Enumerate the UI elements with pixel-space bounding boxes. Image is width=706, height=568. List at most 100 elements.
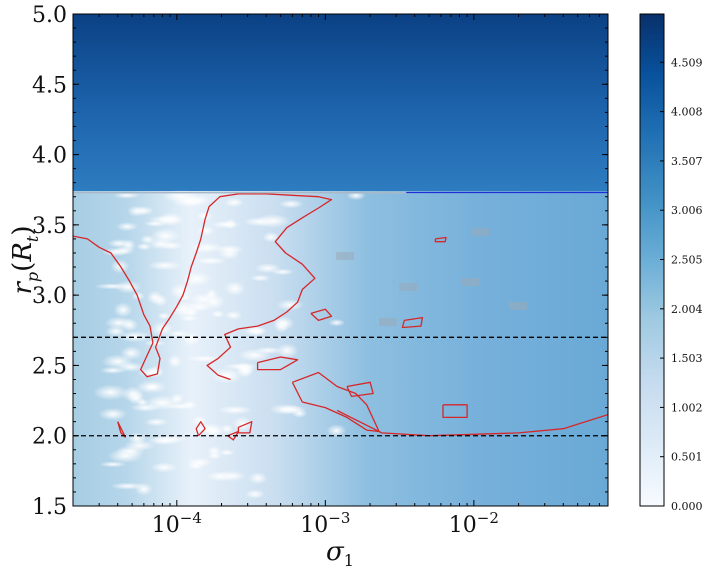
heatmap-speckle xyxy=(186,457,213,467)
heatmap-speckle xyxy=(113,246,135,256)
heatmap-speckle xyxy=(121,386,144,402)
y-tick-label: 2.0 xyxy=(32,425,67,450)
heatmap-speckle xyxy=(244,489,266,499)
colorbar-tick-label: 2.505 xyxy=(671,254,703,267)
heatmap-speckle xyxy=(169,283,192,299)
heatmap-speckle xyxy=(210,310,225,318)
contour-line xyxy=(291,371,380,433)
colorbar-tick-label: 1.002 xyxy=(671,401,703,414)
heatmap-speckle xyxy=(249,274,271,282)
heatmap-speckle xyxy=(157,212,185,227)
heatmap-speckle xyxy=(92,384,129,401)
y-tick-label: 4.0 xyxy=(32,144,67,169)
heatmap-speckle xyxy=(224,281,246,296)
heatmap-speckle xyxy=(181,271,212,287)
heatmap-speckle xyxy=(211,367,243,384)
heatmap-speckle xyxy=(150,462,177,473)
heatmap-speckle xyxy=(167,354,182,369)
heatmap-speckle xyxy=(273,316,295,331)
contour-line xyxy=(346,381,374,398)
heatmap-patch xyxy=(471,228,489,236)
heatmap-patch xyxy=(379,318,397,326)
heatmap-speckle xyxy=(113,302,133,318)
heatmap-speckle xyxy=(118,330,151,343)
heatmap-speckle xyxy=(217,405,253,415)
heatmap-speckle xyxy=(99,366,127,374)
heatmap-speckle xyxy=(326,424,347,438)
y-tick-label: 3.0 xyxy=(32,284,67,309)
heatmap-speckle xyxy=(150,228,180,244)
heatmap-speckle xyxy=(203,427,224,437)
heatmap-speckle xyxy=(166,403,195,410)
heatmap-speckle xyxy=(247,327,266,336)
heatmap-speckle xyxy=(131,291,145,301)
heatmap-speckle xyxy=(144,340,167,347)
heatmap-speckle xyxy=(113,191,141,199)
heatmap-speckle xyxy=(98,407,128,421)
colorbar-tick-label: 0.000 xyxy=(671,500,703,513)
y-tick-label: 4.5 xyxy=(32,73,67,98)
contour-line xyxy=(195,421,206,437)
y-tick-label: 2.5 xyxy=(32,354,67,379)
colorbar-tick-label: 0.501 xyxy=(671,451,703,464)
heatmap-speckle xyxy=(262,231,280,243)
heatmap-speckle xyxy=(187,355,222,363)
contour-line xyxy=(73,193,333,381)
heatmap-patch xyxy=(461,278,479,286)
heatmap-speckle xyxy=(205,288,218,300)
heatmap-speckle xyxy=(116,222,139,232)
heatmap-speckle xyxy=(270,268,295,276)
heatmap-speckle xyxy=(151,435,188,443)
heatmap-speckle xyxy=(133,206,155,216)
contour-line xyxy=(336,409,608,437)
heatmap-speckle xyxy=(255,346,283,355)
heatmap-speckle xyxy=(224,197,245,208)
heatmap-speckle xyxy=(255,213,291,228)
heatmap-speckle xyxy=(134,482,153,496)
heatmap-speckle xyxy=(218,449,235,456)
colorbar-tick-label: 3.507 xyxy=(671,155,703,168)
heatmap-speckle xyxy=(248,472,268,485)
contour-line xyxy=(117,421,126,438)
heatmap-speckle xyxy=(124,440,156,451)
heatmap-image xyxy=(73,14,608,506)
heatmap-speckle xyxy=(120,318,139,332)
x-axis-title: σ1 xyxy=(326,537,354,568)
colorbar-tick-label: 1.503 xyxy=(671,352,703,365)
heatmap-speckle xyxy=(207,445,222,457)
heatmap-speckle xyxy=(137,367,164,378)
heatmap-speckle xyxy=(192,415,207,427)
heatmap-speckle xyxy=(278,199,304,209)
heatmap-speckle xyxy=(139,235,156,245)
contour-line xyxy=(442,404,468,419)
colorbar-tick-label: 4.509 xyxy=(671,56,703,69)
colorbar-tick-label: 3.006 xyxy=(671,204,703,217)
heatmap-speckle xyxy=(269,403,302,415)
heatmap-speckle xyxy=(114,280,143,294)
x-tick-label: 10−3 xyxy=(300,509,350,538)
heatmap-speckle xyxy=(232,416,253,432)
heatmap-speckle xyxy=(152,294,168,307)
y-tick-label: 5.0 xyxy=(32,3,67,28)
contour-line xyxy=(310,308,333,322)
colorbar-tick-label: 4.008 xyxy=(671,106,703,119)
heatmap-speckle xyxy=(220,424,234,434)
heatmap-speckle xyxy=(145,383,160,391)
heatmap-speckle xyxy=(147,260,182,271)
heatmap-speckle xyxy=(236,363,254,378)
heatmap-patch xyxy=(399,283,417,291)
contour-line xyxy=(401,316,424,329)
heatmap-speckle xyxy=(328,319,346,327)
x-tick-label: 10−2 xyxy=(449,509,499,538)
heatmap-speckle xyxy=(195,257,227,265)
plot-frame xyxy=(72,13,609,507)
colorbar-gradient xyxy=(639,13,665,507)
y-tick-label: 3.5 xyxy=(32,214,67,239)
heatmap-speckle xyxy=(183,307,199,318)
colorbar: 0.000 0.501 1.002 1.503 2.004 2.505 3.006 3.507… xyxy=(639,13,703,513)
colorbar-tick-label: 2.004 xyxy=(671,303,703,316)
contour-line xyxy=(256,356,299,371)
heatmap-speckle xyxy=(136,242,152,251)
heatmap-patch xyxy=(509,302,527,310)
